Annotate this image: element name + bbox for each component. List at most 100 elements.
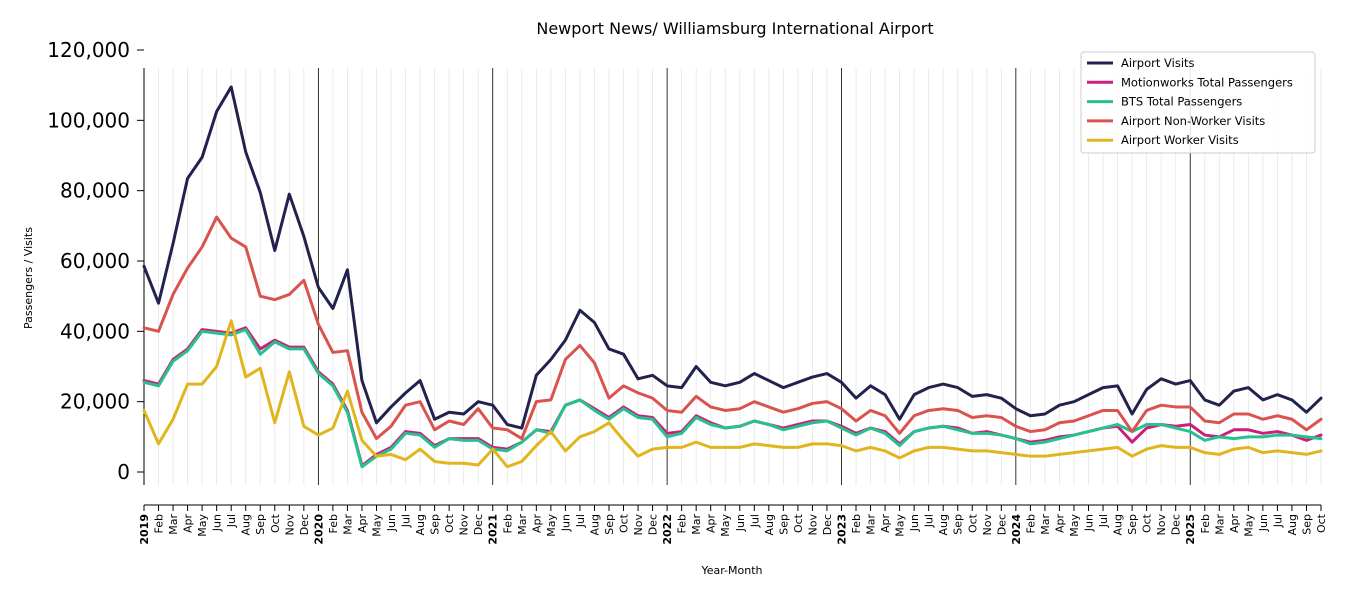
x-tick-label: Apr xyxy=(1053,514,1066,534)
y-axis-label: Passengers / Visits xyxy=(22,227,35,329)
x-tick-label: Jul xyxy=(400,514,413,528)
x-tick-label: Nov xyxy=(981,514,994,536)
y-axis: 0 20,000 40,000 60,000 80,000 100,000 120,000 xyxy=(47,38,145,485)
x-tick-label: Feb xyxy=(501,514,514,533)
x-tick-label: Apr xyxy=(1228,514,1241,534)
x-tick-label: Mar xyxy=(516,514,529,535)
x-tick-label: Mar xyxy=(690,514,703,535)
x-tick-label: Dec xyxy=(298,514,311,535)
x-tick-label: Sep xyxy=(1126,514,1139,535)
x-tick-label: Jun xyxy=(908,514,921,532)
x-tick-label: Aug xyxy=(588,514,601,535)
legend: Airport Visits Motionworks Total Passenge… xyxy=(1080,51,1316,154)
x-tick-label: Dec xyxy=(647,514,660,535)
x-axis: 2019 Feb Mar Apr May Jun Jul Aug Sep Oct Nov Dec 202… xyxy=(138,504,1328,545)
x-tick-label: Nov xyxy=(283,514,296,536)
legend-entry-label: BTS Total Passengers xyxy=(1121,95,1242,109)
x-tick-label: Jun xyxy=(385,514,398,532)
x-tick-label: May xyxy=(1242,514,1255,537)
legend-entry-label: Airport Worker Visits xyxy=(1121,133,1239,147)
x-tick-label-year: 2021 xyxy=(487,514,500,545)
x-tick-label: Feb xyxy=(676,514,689,533)
series-line-airport-visits xyxy=(142,85,1323,430)
x-tick-label: Oct xyxy=(1141,513,1154,533)
series-line-airport-worker-visits xyxy=(142,319,1323,469)
x-tick-label: May xyxy=(894,514,907,537)
x-tick-label-year: 2023 xyxy=(835,514,848,545)
x-tick-label: Feb xyxy=(1199,514,1212,533)
x-axis-label: Year-Month xyxy=(700,564,762,577)
x-tick-label: May xyxy=(719,514,732,537)
x-tick-label: Feb xyxy=(153,514,166,533)
x-tick-label-year: 2024 xyxy=(1010,514,1023,545)
x-tick-label: Sep xyxy=(1300,514,1313,535)
x-tick-label: Mar xyxy=(167,514,180,535)
x-tick-label-year: 2019 xyxy=(138,514,151,545)
legend-entry-label: Airport Non-Worker Visits xyxy=(1121,114,1265,128)
x-tick-label: Sep xyxy=(429,514,442,535)
x-tick-label: Aug xyxy=(763,514,776,535)
x-tick-label: May xyxy=(196,514,209,537)
y-tick-label: 120,000 xyxy=(47,38,130,62)
y-tick-label: 20,000 xyxy=(60,390,130,414)
x-tick-label: Mar xyxy=(341,514,354,535)
x-tick-label: Apr xyxy=(182,514,195,534)
x-tick-label: Dec xyxy=(1170,514,1183,535)
x-tick-label: Sep xyxy=(777,514,790,535)
x-tick-label: Jul xyxy=(1097,514,1110,528)
x-tick-label: Oct xyxy=(966,513,979,533)
x-tick-label: Dec xyxy=(821,514,834,535)
x-tick-label: Nov xyxy=(632,514,645,536)
x-tick-label: Jun xyxy=(211,514,224,532)
x-tick-label: Dec xyxy=(995,514,1008,535)
series-line-motionworks-total-passengers xyxy=(142,326,1323,468)
legend-entry-label: Motionworks Total Passengers xyxy=(1121,75,1293,89)
x-tick-label: Aug xyxy=(414,514,427,535)
x-tick-label: Oct xyxy=(1315,513,1328,533)
x-tick-label-year: 2020 xyxy=(312,514,325,545)
x-tick-label: May xyxy=(1068,514,1081,537)
x-tick-label: Jul xyxy=(574,514,587,528)
x-tick-label: Jul xyxy=(225,514,238,528)
x-tick-label: Feb xyxy=(1024,514,1037,533)
x-tick-label: Mar xyxy=(1213,514,1226,535)
x-tick-label: Nov xyxy=(1155,514,1168,536)
x-tick-label: Apr xyxy=(530,514,543,534)
x-tick-label-year: 2022 xyxy=(661,514,674,545)
x-tick-label: Oct xyxy=(792,513,805,533)
x-tick-label: Oct xyxy=(443,513,456,533)
x-tick-label: Jun xyxy=(1083,514,1096,532)
x-tick-label: Feb xyxy=(327,514,340,533)
x-tick-label: Sep xyxy=(952,514,965,535)
x-tick-label: Mar xyxy=(1039,514,1052,535)
x-tick-label: Jun xyxy=(1257,514,1270,532)
y-tick-label: 100,000 xyxy=(47,108,130,132)
x-tick-label: Apr xyxy=(879,514,892,534)
x-tick-label: May xyxy=(545,514,558,537)
x-tick-label: Feb xyxy=(850,514,863,533)
x-tick-label: Dec xyxy=(472,514,485,535)
legend-box xyxy=(1080,51,1316,154)
y-tick-label: 0 xyxy=(117,460,130,484)
x-tick-label: Apr xyxy=(356,514,369,534)
x-tick-label: Aug xyxy=(937,514,950,535)
chart-title: Newport News/ Williamsburg International… xyxy=(536,19,933,38)
x-tick-label: Oct xyxy=(269,513,282,533)
y-tick-label: 80,000 xyxy=(60,179,130,203)
x-tick-label: Aug xyxy=(1112,514,1125,535)
x-tick-label: Jul xyxy=(748,514,761,528)
x-tick-label: Aug xyxy=(240,514,253,535)
legend-entry-label: Airport Visits xyxy=(1121,56,1195,70)
series-line-airport-non-worker-visits xyxy=(142,215,1323,441)
x-tick-label: Nov xyxy=(458,514,471,536)
x-tick-label-year: 2025 xyxy=(1184,514,1197,545)
x-tick-label: Nov xyxy=(806,514,819,536)
x-tick-label: Sep xyxy=(603,514,616,535)
x-tick-label: Aug xyxy=(1286,514,1299,535)
x-tick-label: Jul xyxy=(1271,514,1284,528)
x-tick-label: Mar xyxy=(865,514,878,535)
series-lines xyxy=(142,85,1323,469)
x-tick-label: May xyxy=(370,514,383,537)
x-tick-label: Jun xyxy=(734,514,747,532)
